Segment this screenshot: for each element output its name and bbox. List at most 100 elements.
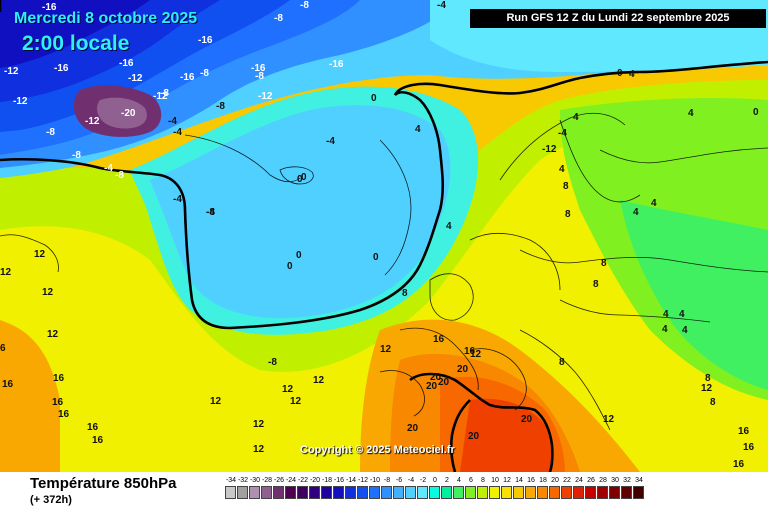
footer-bar: Température 850hPa (+ 372h) -34 -32 -30 -28… <box>0 472 768 512</box>
isotherm-label: 0 <box>617 68 623 79</box>
isotherm-label: -4 <box>558 128 567 139</box>
legend-label: 12 <box>503 477 511 484</box>
legend-cell: -30 <box>249 476 261 499</box>
legend-cell: -14 <box>345 476 357 499</box>
legend-label: 32 <box>623 477 631 484</box>
isotherm-label: 4 <box>415 124 421 135</box>
legend-label: -22 <box>297 477 309 484</box>
isotherm-label: 16 <box>92 435 104 446</box>
legend-swatch <box>597 486 608 499</box>
legend-label: 8 <box>481 477 485 484</box>
isotherm-label: 8 <box>402 288 408 299</box>
legend-label: 6 <box>469 477 473 484</box>
isotherm-label: 0 <box>301 172 307 183</box>
isotherm-label: 8 <box>565 209 571 220</box>
isotherm-label: -12 <box>258 91 273 102</box>
legend-cell: -20 <box>309 476 321 499</box>
isotherm-label: -16 <box>119 58 134 69</box>
isotherm-label: 4 <box>446 221 452 232</box>
copyright-text: Copyright © 2025 Meteociel.fr <box>300 444 455 456</box>
legend-swatch <box>357 486 368 499</box>
isotherm-label: 4 <box>559 164 565 175</box>
legend-label: -30 <box>249 477 261 484</box>
legend-cell: 14 <box>513 476 525 499</box>
legend-label: 22 <box>563 477 571 484</box>
isotherm-label: 16 <box>433 334 445 345</box>
isotherm-label: -16 <box>251 63 266 74</box>
legend-cell: 26 <box>585 476 597 499</box>
parameter-title: Température 850hPa <box>30 475 177 492</box>
isotherm-label: 20 <box>407 423 419 434</box>
legend-label: 28 <box>599 477 607 484</box>
legend-cell: 34 <box>633 476 645 499</box>
isotherm-label: 20 <box>430 372 442 383</box>
isotherm-label: -4 <box>168 116 177 127</box>
isotherm-label: -8 <box>216 101 225 112</box>
legend-label: -20 <box>309 477 321 484</box>
legend-swatch <box>453 486 464 499</box>
legend-swatch <box>477 486 488 499</box>
legend-swatch <box>405 486 416 499</box>
legend-swatch <box>345 486 356 499</box>
isotherm-label: -4 <box>206 207 215 218</box>
legend-swatch <box>261 486 272 499</box>
legend-swatch <box>633 486 644 499</box>
isotherm-label: 8 <box>705 373 711 384</box>
isotherm-label: 16 <box>52 397 64 408</box>
color-scale-legend: -34 -32 -30 -28 -26 -24 -22 -20 -18 -16 -14 -12 -10-… <box>225 476 645 499</box>
isotherm-label: 8 <box>601 258 607 269</box>
isotherm-label: -4 <box>173 194 182 205</box>
legend-label: 0 <box>433 477 437 484</box>
legend-cell: 32 <box>621 476 633 499</box>
isotherm-label: -4 <box>326 136 335 147</box>
isotherm-label: -12 <box>13 96 28 107</box>
legend-cell: 24 <box>573 476 585 499</box>
isotherm-label: 4 <box>688 108 694 119</box>
isotherm-label: -20 <box>121 108 136 119</box>
isotherm-label: -12 <box>85 116 100 127</box>
isotherm-label: 4 <box>633 207 639 218</box>
legend-label: -14 <box>345 477 357 484</box>
isotherm-label: 8 <box>710 397 716 408</box>
legend-label: 18 <box>539 477 547 484</box>
forecast-range: (+ 372h) <box>30 494 72 506</box>
isotherm-label: 12 <box>313 375 325 386</box>
legend-swatch <box>273 486 284 499</box>
isotherm-label: 20 <box>468 431 480 442</box>
legend-swatch <box>321 486 332 499</box>
legend-cell: 2 <box>441 476 453 499</box>
legend-label: 2 <box>445 477 449 484</box>
isotherm-label: 12 <box>42 287 54 298</box>
legend-cell: 20 <box>549 476 561 499</box>
isotherm-label: 4 <box>573 112 579 123</box>
isotherm-label: 12 <box>47 329 59 340</box>
legend-cell: -12 <box>357 476 369 499</box>
isotherm-label: 12 <box>0 267 12 278</box>
legend-swatch <box>237 486 248 499</box>
legend-label: -26 <box>273 477 285 484</box>
legend-cell: -26 <box>273 476 285 499</box>
isotherm-label: 8 <box>559 357 565 368</box>
isotherm-label: 12 <box>253 419 265 430</box>
isotherm-label: 16 <box>87 422 99 433</box>
legend-cell: 8 <box>477 476 489 499</box>
legend-swatch <box>381 486 392 499</box>
isotherm-label: -16 <box>198 35 213 46</box>
legend-swatch <box>393 486 404 499</box>
isotherm-label: 12 <box>210 396 222 407</box>
isotherm-label: 12 <box>470 349 482 360</box>
legend-swatch <box>465 486 476 499</box>
legend-swatch <box>309 486 320 499</box>
isotherm-label: -4 <box>437 0 446 11</box>
legend-swatch <box>417 486 428 499</box>
isotherm-label: -16 <box>180 72 195 83</box>
legend-swatch <box>297 486 308 499</box>
isotherm-label: 4 <box>651 198 657 209</box>
legend-cell: -34 <box>225 476 237 499</box>
legend-cell: 28 <box>597 476 609 499</box>
legend-label: -10 <box>369 477 381 484</box>
isotherm-label: 12 <box>34 249 46 260</box>
isotherm-label: 12 <box>380 344 392 355</box>
isotherm-label: -12 <box>128 73 143 84</box>
legend-label: -12 <box>357 477 369 484</box>
